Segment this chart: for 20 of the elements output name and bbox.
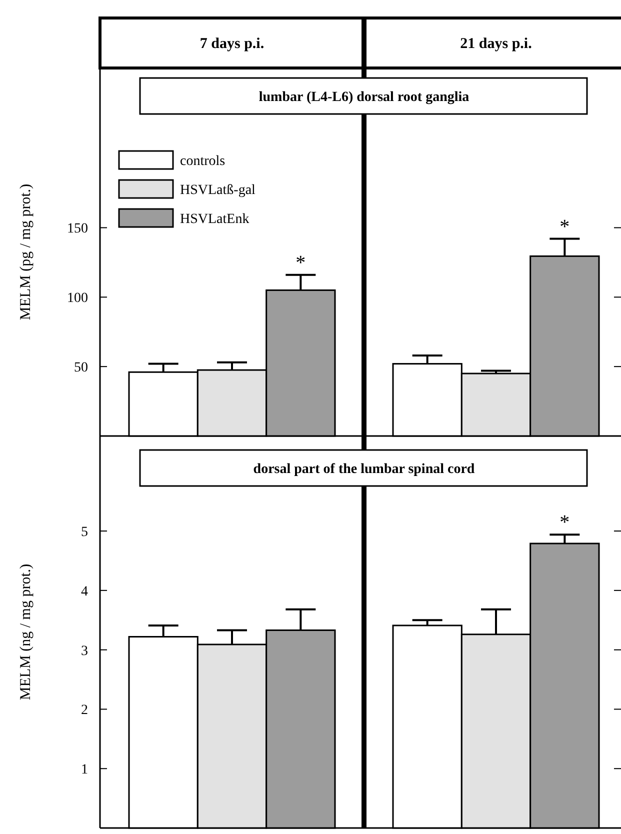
y-tick-label: 150 [67, 222, 88, 237]
y-axis-title: MELM (pg / mg prot.) [18, 184, 34, 320]
y-tick-label: 3 [81, 644, 88, 659]
y-tick-label: 50 [74, 360, 88, 376]
text: lumbar (L4-L6) dorsal root ganglia [258, 90, 470, 105]
y-axis-title: MELM (ng / mg prot.) [18, 564, 34, 700]
legend-label: controls [180, 154, 226, 169]
annotation: * [296, 252, 306, 274]
x-tick-label: 21 days p.i. [460, 36, 532, 52]
legend-label: HSVLatEnk [180, 212, 250, 227]
y-tick-label: 2 [81, 703, 88, 718]
y-tick-label: 1 [81, 762, 88, 778]
x-tick-label: 7 days p.i. [200, 36, 264, 52]
annotation: * [560, 216, 570, 238]
y-tick-label: 5 [81, 525, 88, 540]
text: dorsal part of the lumbar spinal cord [253, 462, 475, 477]
legend-label: HSVLatß-gal [180, 183, 256, 198]
y-tick-label: 4 [81, 584, 88, 600]
y-tick-label: 100 [67, 291, 88, 306]
annotation: * [560, 512, 570, 534]
